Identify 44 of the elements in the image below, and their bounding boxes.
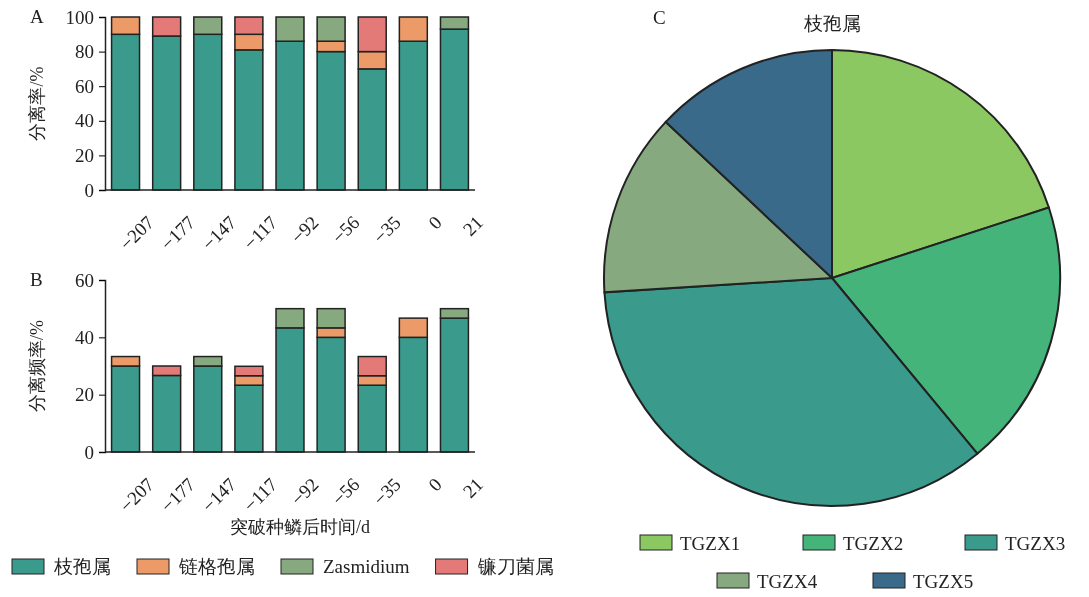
y-tick-label: 0 <box>84 179 94 201</box>
y-tick-label: 80 <box>75 41 94 63</box>
legend-label: TGZX4 <box>757 571 818 592</box>
text: B <box>30 269 43 290</box>
x-tick-label: −117 <box>239 473 282 516</box>
legend-label: TGZX3 <box>1005 533 1066 554</box>
y-axis-title: 分离频率/% <box>27 320 47 412</box>
legend-label: 镰刀菌属 <box>476 556 554 577</box>
x-tick-label: −207 <box>115 211 159 255</box>
x-tick-label: −177 <box>156 211 200 255</box>
x-tick-label: −147 <box>197 211 241 255</box>
y-tick-label: 0 <box>84 441 94 463</box>
y-tick-label: 40 <box>75 110 94 132</box>
y-tick-label: 60 <box>75 75 94 97</box>
x-tick-label: −92 <box>286 473 323 510</box>
x-tick-label: −35 <box>368 473 405 510</box>
x-tick-label: 21 <box>458 211 487 240</box>
x-tick-label: −35 <box>368 211 405 248</box>
y-tick-label: 20 <box>75 384 94 406</box>
x-tick-label: −56 <box>327 473 364 510</box>
x-tick-label: −117 <box>239 211 282 254</box>
x-tick-label: −56 <box>327 211 364 248</box>
legend-label: TGZX5 <box>913 571 974 592</box>
x-tick-label: −147 <box>197 473 241 517</box>
text: A <box>30 6 44 27</box>
x-tick-label: 21 <box>458 473 487 502</box>
legend-label: Zasmidium <box>323 556 410 577</box>
chart-title: 枝孢属 <box>802 13 861 34</box>
x-tick-label: 0 <box>424 211 446 234</box>
legend-label: 枝孢属 <box>53 556 111 577</box>
y-axis-title: 分离率/% <box>27 66 47 141</box>
x-tick-label: 0 <box>424 473 446 496</box>
x-tick-label: −207 <box>115 473 159 517</box>
text: C <box>653 7 666 28</box>
legend-label: TGZX1 <box>680 533 741 554</box>
y-tick-label: 20 <box>75 144 94 166</box>
legend-label: 链格孢属 <box>178 556 255 577</box>
x-axis-title: 突破种鳞后时间/d <box>229 517 371 537</box>
x-tick-label: −92 <box>286 211 323 248</box>
y-tick-label: 60 <box>75 269 94 291</box>
legend-label: TGZX2 <box>843 533 904 554</box>
y-tick-label: 100 <box>65 6 94 28</box>
y-tick-label: 40 <box>75 326 94 348</box>
x-tick-label: −177 <box>156 473 200 517</box>
